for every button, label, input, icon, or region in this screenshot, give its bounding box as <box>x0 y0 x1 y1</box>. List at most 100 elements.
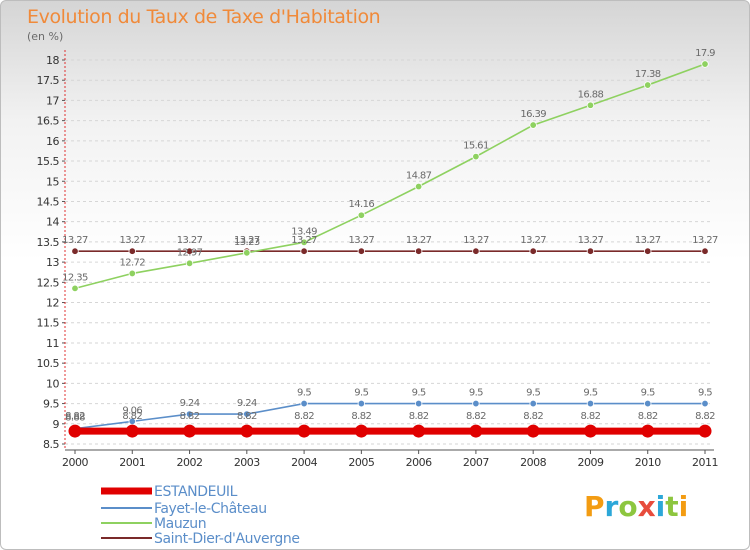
y-tick-label: 16.5 <box>37 115 60 128</box>
data-point <box>412 424 426 438</box>
data-label: 9.5 <box>641 388 655 399</box>
y-tick-label: 8.5 <box>43 438 59 451</box>
x-tick-label: 2004 <box>291 456 317 469</box>
data-point <box>185 247 194 255</box>
data-label: 9.24 <box>237 398 257 409</box>
data-label: 8.82 <box>237 411 257 422</box>
data-point <box>641 424 655 438</box>
data-label: 13.27 <box>692 235 718 246</box>
y-tick-label: 12 <box>46 297 59 310</box>
data-label: 13.27 <box>119 235 145 246</box>
x-tick-label: 2003 <box>234 456 260 469</box>
x-tick-label: 2011 <box>692 456 718 469</box>
y-tick-label: 9 <box>53 418 60 431</box>
data-label: 14.16 <box>349 199 375 210</box>
data-point <box>472 247 480 255</box>
x-tick-label: 2010 <box>635 456 661 469</box>
data-point <box>243 410 251 418</box>
y-tick-label: 15 <box>46 175 59 188</box>
y-tick-label: 12.5 <box>37 276 60 289</box>
y-tick-label: 10.5 <box>37 357 60 370</box>
x-tick-label: 2008 <box>520 456 546 469</box>
data-label: 8.88 <box>65 413 85 424</box>
data-point <box>472 152 480 161</box>
x-tick-label: 2001 <box>119 456 145 469</box>
data-point <box>354 424 368 438</box>
data-label: 13.23 <box>234 237 260 248</box>
data-label: 8.82 <box>180 411 200 422</box>
data-label: 9.5 <box>412 388 426 399</box>
data-point <box>701 60 709 68</box>
logo-letter: r <box>605 490 619 523</box>
series-line-Fayet-le-Château <box>74 402 705 430</box>
legend-label: Fayet-le-Château <box>154 501 267 517</box>
y-tick-label: 14 <box>46 216 59 229</box>
data-point <box>357 211 366 219</box>
data-label: 16.88 <box>578 89 604 100</box>
data-label: 13.27 <box>635 235 661 246</box>
data-label: 9.5 <box>354 388 368 399</box>
y-tick-label: 10 <box>46 377 59 390</box>
logo-letter: P <box>584 490 605 523</box>
data-label: 12.72 <box>119 257 145 268</box>
data-label: 13.27 <box>234 235 260 246</box>
data-label: 12.35 <box>62 272 88 283</box>
data-point <box>71 284 79 293</box>
data-label: 9.06 <box>122 405 142 416</box>
data-point <box>586 247 595 255</box>
data-point <box>357 247 366 255</box>
data-point <box>644 399 652 408</box>
chart-unit: (en %) <box>27 30 64 43</box>
data-point <box>414 399 423 408</box>
data-point <box>698 424 712 438</box>
data-point <box>71 247 79 255</box>
data-label: 16.39 <box>520 109 546 120</box>
y-tick-label: 11 <box>46 337 59 350</box>
legend-label: Mauzun <box>154 516 206 532</box>
data-point <box>701 247 709 255</box>
legend-label: ESTANDEUIL <box>154 484 238 500</box>
data-label: 9.24 <box>180 398 200 409</box>
logo-letter: x <box>638 490 656 523</box>
data-point <box>128 247 136 255</box>
data-label: 13.27 <box>406 235 432 246</box>
x-tick-label: 2000 <box>62 456 88 469</box>
data-point <box>529 247 537 255</box>
data-point <box>586 101 595 109</box>
x-tick-label: 2007 <box>463 456 489 469</box>
logo-letter: i <box>656 490 666 523</box>
x-tick-label: 2006 <box>406 456 432 469</box>
data-label: 8.82 <box>65 411 85 422</box>
data-label: 8.82 <box>581 411 601 422</box>
data-point <box>644 247 652 255</box>
legend-label: Saint-Dier-d'Auvergne <box>154 531 300 547</box>
data-point <box>469 424 483 438</box>
y-tick-label: 17 <box>46 94 59 107</box>
chart-title: Evolution du Taux de Taxe d'Habitation <box>27 6 381 28</box>
y-tick-label: 14.5 <box>37 195 60 208</box>
data-label: 8.82 <box>638 411 658 422</box>
data-point <box>297 424 311 438</box>
data-label: 8.82 <box>122 411 142 422</box>
y-tick-label: 17.5 <box>37 74 60 87</box>
data-point <box>185 410 194 418</box>
data-label: 9.5 <box>469 388 483 399</box>
data-label: 13.49 <box>291 226 317 237</box>
data-label: 9.5 <box>698 388 712 399</box>
data-point <box>357 399 366 408</box>
data-point <box>414 182 423 191</box>
y-tick-label: 18 <box>46 54 59 67</box>
data-point <box>125 424 139 438</box>
data-label: 12.97 <box>177 247 203 258</box>
logo-letter: t <box>665 490 678 523</box>
data-point <box>644 81 652 89</box>
data-label: 9.5 <box>583 388 597 399</box>
data-label: 13.27 <box>62 235 88 246</box>
data-point <box>472 399 480 408</box>
data-label: 8.82 <box>351 411 371 422</box>
x-tick-label: 2002 <box>177 456 203 469</box>
data-label: 17.9 <box>695 48 715 59</box>
data-point <box>583 424 597 438</box>
data-label: 8.82 <box>466 411 486 422</box>
y-tick-label: 15.5 <box>37 155 60 168</box>
